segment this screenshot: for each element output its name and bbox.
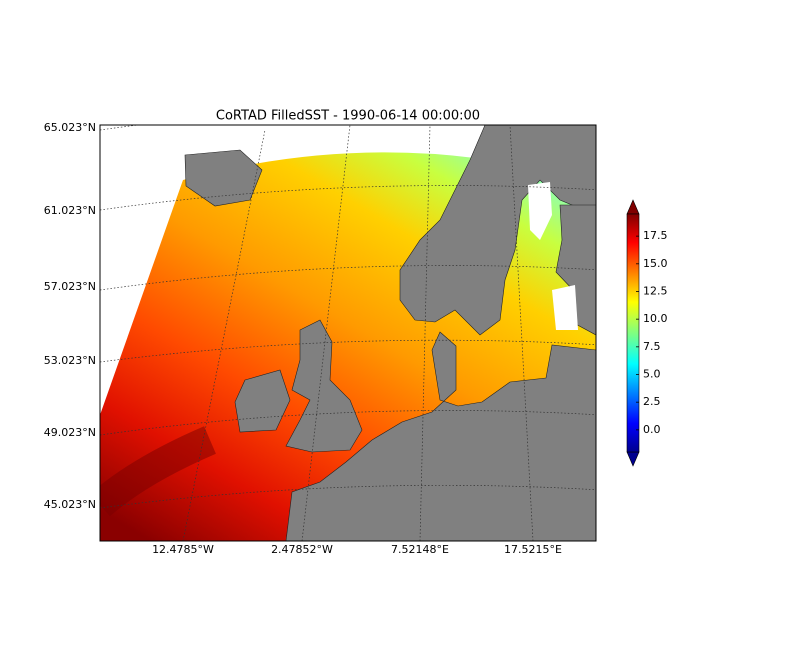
colorbar-scale bbox=[626, 213, 640, 453]
lat-label: 49.023°N bbox=[44, 426, 96, 439]
colorbar-tick-label: 12.5 bbox=[643, 284, 668, 297]
colorbar-tick-label: 15.0 bbox=[643, 257, 668, 270]
lat-label: 61.023°N bbox=[44, 204, 96, 217]
colorbar-tick-label: 0.0 bbox=[643, 423, 661, 436]
lon-label: 12.4785°W bbox=[152, 543, 214, 556]
colorbar-extend-top bbox=[626, 199, 640, 215]
lat-label: 65.023°N bbox=[44, 121, 96, 134]
land-ireland bbox=[234, 369, 291, 433]
land-iceland bbox=[184, 149, 263, 207]
map-title: CoRTAD FilledSST - 1990-06-14 00:00:00 bbox=[216, 109, 480, 124]
lon-label: 2.47852°W bbox=[271, 543, 333, 556]
colorbar-tick-label: 7.5 bbox=[643, 340, 661, 353]
colorbar-tick-label: 17.5 bbox=[643, 229, 668, 242]
colorbar-tick-label: 10.0 bbox=[643, 312, 668, 325]
map-area bbox=[100, 125, 596, 541]
lon-label: 7.52148°E bbox=[391, 543, 449, 556]
lon-label: 17.5215°E bbox=[504, 543, 562, 556]
colorbar-extend-bottom bbox=[626, 451, 640, 467]
map-frame bbox=[99, 124, 597, 542]
colorbar-tick-label: 2.5 bbox=[643, 395, 661, 408]
graticule bbox=[509, 125, 534, 541]
lat-label: 53.023°N bbox=[44, 354, 96, 367]
land-britain bbox=[285, 319, 363, 453]
graticule bbox=[419, 125, 431, 541]
land-continent bbox=[280, 331, 596, 541]
lat-label: 45.023°N bbox=[44, 498, 96, 511]
colorbar: 0.0 2.5 5.0 7.5 10.0 12.5 15.0 17.5 bbox=[626, 199, 668, 467]
lat-label: 57.023°N bbox=[44, 280, 96, 293]
colorbar-tick-label: 5.0 bbox=[643, 368, 661, 381]
